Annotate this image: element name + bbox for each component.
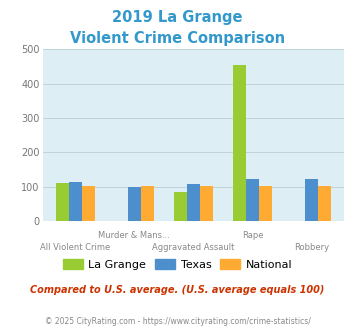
Bar	[318, 186, 331, 221]
Bar	[82, 186, 95, 221]
Bar	[233, 65, 246, 221]
Text: Robbery: Robbery	[294, 243, 329, 251]
Bar	[259, 186, 272, 221]
Bar	[305, 179, 318, 221]
Bar	[128, 187, 141, 221]
Text: © 2025 CityRating.com - https://www.cityrating.com/crime-statistics/: © 2025 CityRating.com - https://www.city…	[45, 317, 310, 326]
Text: Aggravated Assault: Aggravated Assault	[152, 243, 235, 251]
Bar	[246, 179, 259, 221]
Text: All Violent Crime: All Violent Crime	[40, 243, 110, 251]
Bar	[56, 183, 69, 221]
Text: Compared to U.S. average. (U.S. average equals 100): Compared to U.S. average. (U.S. average …	[30, 285, 325, 295]
Legend: La Grange, Texas, National: La Grange, Texas, National	[58, 255, 297, 274]
Text: 2019 La Grange: 2019 La Grange	[112, 10, 243, 25]
Bar	[187, 184, 200, 221]
Text: Violent Crime Comparison: Violent Crime Comparison	[70, 31, 285, 46]
Bar	[200, 186, 213, 221]
Bar	[141, 186, 154, 221]
Text: Murder & Mans...: Murder & Mans...	[98, 231, 170, 240]
Bar	[174, 192, 187, 221]
Bar	[69, 182, 82, 221]
Text: Rape: Rape	[242, 231, 263, 240]
